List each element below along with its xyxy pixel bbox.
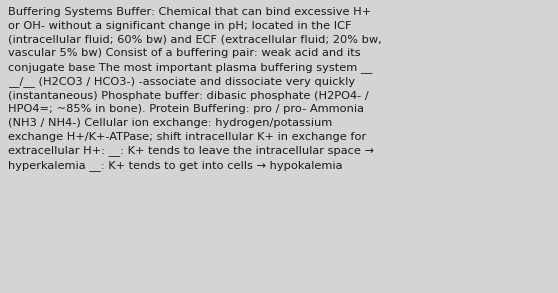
Text: Buffering Systems Buffer: Chemical that can bind excessive H+
or OH- without a s: Buffering Systems Buffer: Chemical that … [8,7,382,171]
